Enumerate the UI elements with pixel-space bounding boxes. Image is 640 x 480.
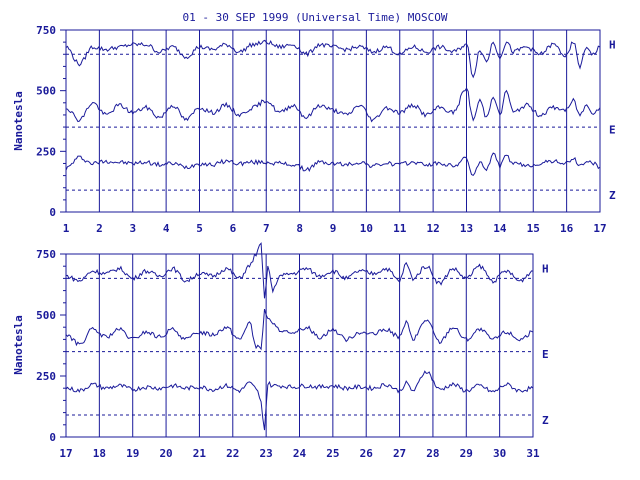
series-label-e: E: [542, 348, 549, 361]
series-e-line: [65, 87, 601, 123]
x-tick-label: 6: [230, 222, 237, 235]
x-tick-label: 2: [96, 222, 103, 235]
panel-1: 1 2 3 4 5 6 7 8 9 10 11 12 13 14 15 16 170250500750Nanot…: [12, 24, 616, 235]
series-z-line: [65, 370, 534, 431]
chart-title: 01 - 30 SEP 1999 (Universal Time) MOSCOW: [183, 11, 448, 24]
x-tick-label: 13: [460, 222, 473, 235]
y-tick-label: 250: [36, 370, 56, 383]
y-axis-label: Nanotesla: [12, 91, 25, 151]
x-tick-label: 23: [260, 447, 273, 460]
x-tick-label: 30: [493, 447, 506, 460]
y-tick-label: 0: [49, 206, 56, 219]
series-label-z: Z: [609, 189, 616, 202]
x-tick-label: 8: [296, 222, 303, 235]
series-h-line: [65, 39, 601, 79]
x-tick-label: 21: [193, 447, 207, 460]
series-e-line: [65, 308, 534, 351]
y-tick-label: 750: [36, 248, 56, 261]
series-label-h: H: [542, 263, 549, 276]
x-tick-label: 24: [293, 447, 307, 460]
x-tick-label: 25: [326, 447, 339, 460]
x-tick-label: 28: [426, 447, 439, 460]
x-tick-label: 18: [93, 447, 106, 460]
series-label-h: H: [609, 39, 616, 52]
series-h-line: [65, 242, 534, 299]
y-tick-label: 500: [36, 309, 56, 322]
y-tick-label: 0: [49, 431, 56, 444]
x-tick-label: 27: [393, 447, 406, 460]
x-tick-label: 20: [159, 447, 172, 460]
x-tick-label: 17: [593, 222, 606, 235]
y-tick-label: 750: [36, 24, 56, 37]
series-label-z: Z: [542, 414, 549, 427]
x-tick-label: 12: [427, 222, 440, 235]
y-tick-label: 250: [36, 145, 56, 158]
x-tick-label: 11: [393, 222, 407, 235]
x-tick-label: 31: [526, 447, 540, 460]
x-tick-label: 17: [59, 447, 72, 460]
x-tick-label: 16: [560, 222, 574, 235]
panel-2: 17 18 19 20 21 22 23 24 25 26 27 28 29 30 31 0 250 500 750…: [12, 242, 549, 460]
x-tick-label: 19: [126, 447, 139, 460]
x-tick-label: 3: [129, 222, 136, 235]
x-tick-label: 15: [527, 222, 540, 235]
x-tick-label: 9: [330, 222, 337, 235]
x-tick-label: 7: [263, 222, 270, 235]
series-label-e: E: [609, 124, 616, 137]
x-tick-label: 4: [163, 222, 170, 235]
x-tick-label: 1: [63, 222, 70, 235]
x-tick-label: 10: [360, 222, 373, 235]
x-tick-label: 26: [360, 447, 374, 460]
x-tick-label: 5: [196, 222, 203, 235]
y-tick-label: 500: [36, 85, 56, 98]
series-z-line: [65, 152, 601, 177]
x-tick-label: 14: [493, 222, 507, 235]
x-tick-label: 29: [460, 447, 473, 460]
x-tick-label: 22: [226, 447, 239, 460]
y-axis-label: Nanotesla: [12, 315, 25, 375]
